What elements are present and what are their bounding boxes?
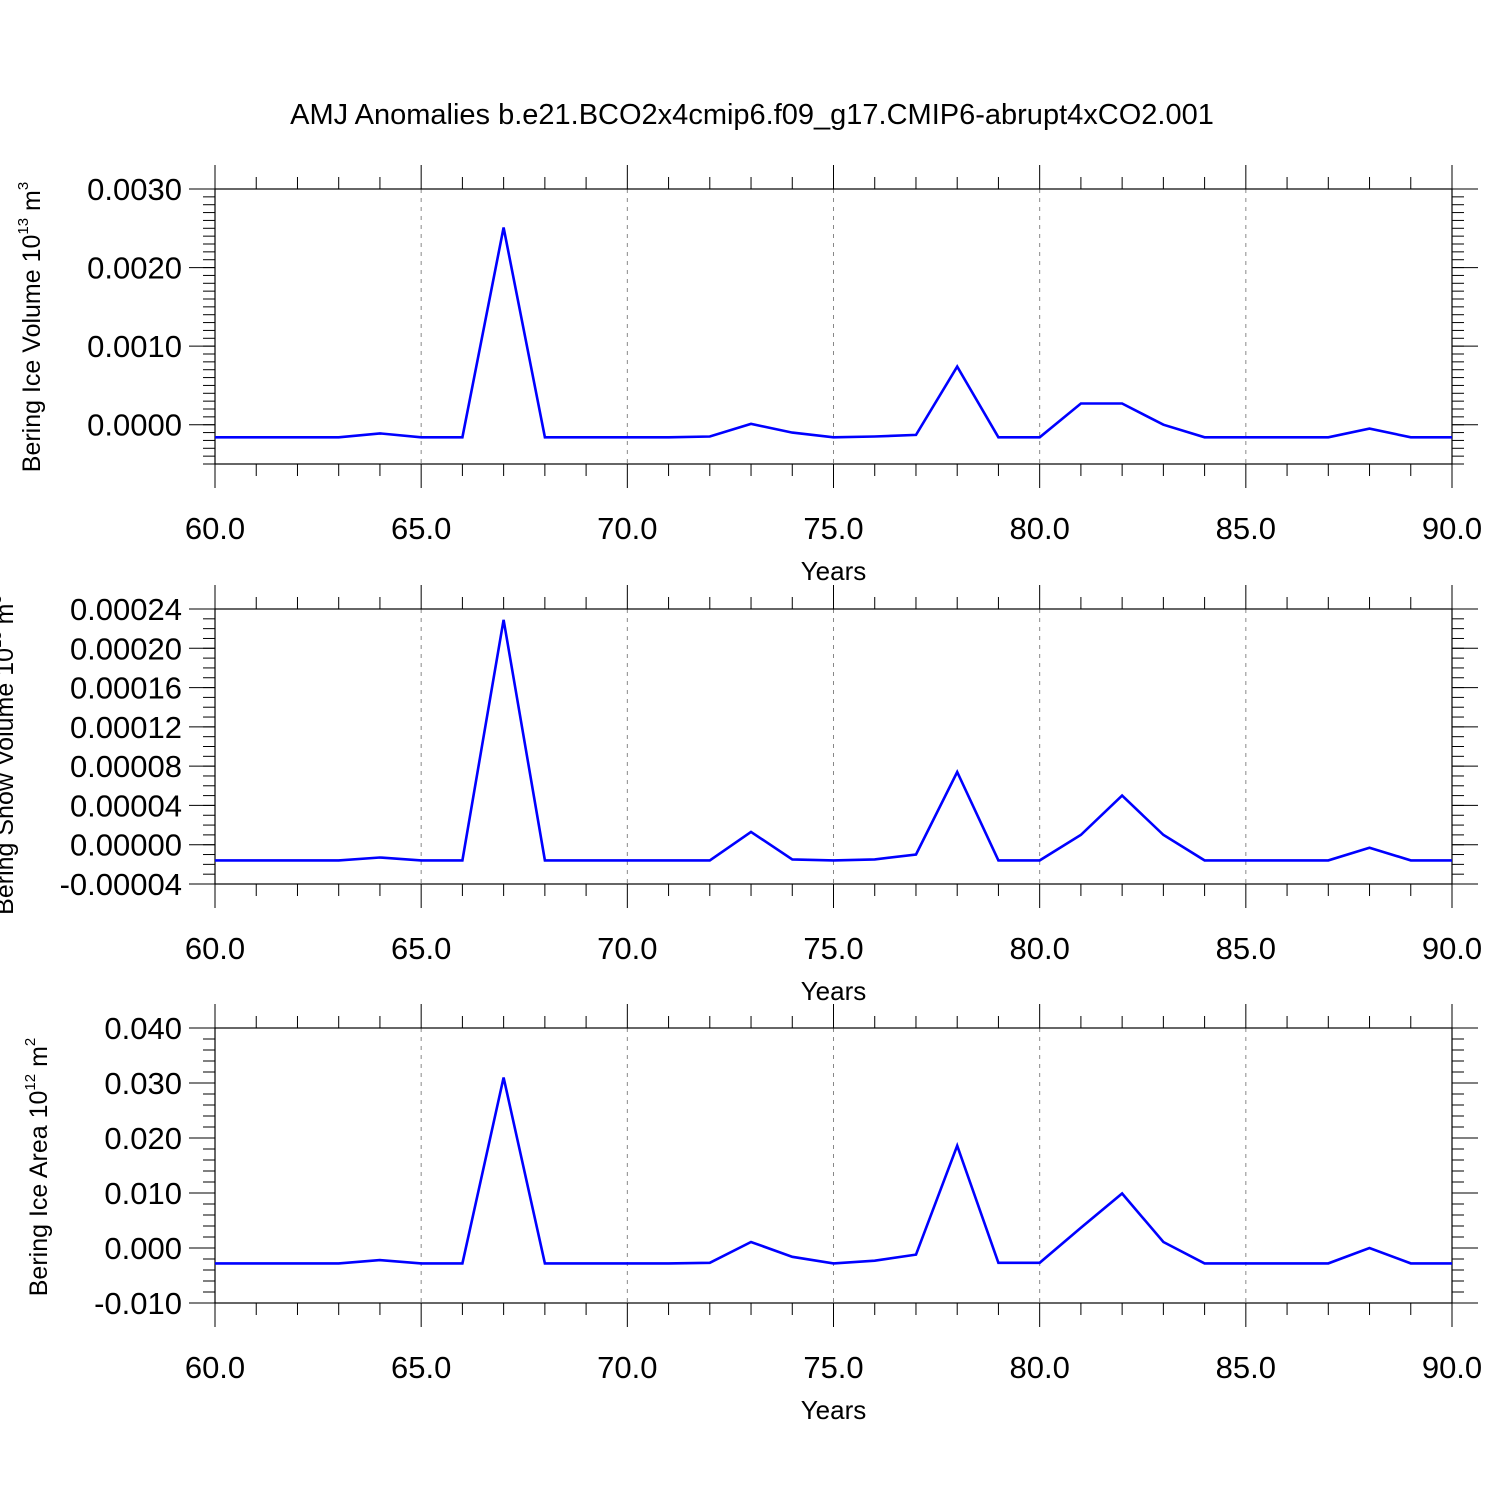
y-tick-label: 0.00000 xyxy=(70,828,182,863)
y-tick-label: 0.040 xyxy=(104,1011,182,1046)
y-axis-label: Bering Ice Volume 1013 m3 xyxy=(15,182,46,472)
y-tick-label: 0.00024 xyxy=(70,592,182,627)
x-tick-label: 65.0 xyxy=(391,931,451,966)
y-tick-label: 0.0020 xyxy=(87,251,182,286)
chart-panel-3: 60.0 65.0 70.0 75.0 80.0 85.0 90.0 Years -0.010 0… xyxy=(22,1004,1482,1425)
x-tick-label: 90.0 xyxy=(1422,1350,1482,1385)
x-tick-label: 75.0 xyxy=(803,1350,863,1385)
y-tick-label: 0.000 xyxy=(104,1231,182,1266)
y-tick-label: -0.010 xyxy=(94,1286,182,1321)
x-tick-label: 65.0 xyxy=(391,511,451,546)
x-tick-label: 70.0 xyxy=(597,511,657,546)
y-tick-label: 0.020 xyxy=(104,1121,182,1156)
y-axis-label: Bering Ice Area 1012 m2 xyxy=(22,1038,53,1297)
x-tick-label: 80.0 xyxy=(1009,511,1069,546)
x-tick-label: 75.0 xyxy=(803,931,863,966)
y-tick-label: 0.0010 xyxy=(87,329,182,364)
chart-panel-2: 60.0 65.0 70.0 75.0 80.0 85.0 90.0 Years -0.0000… xyxy=(0,585,1482,1006)
y-tick-label: 0.030 xyxy=(104,1066,182,1101)
x-tick-label: 85.0 xyxy=(1216,511,1276,546)
x-tick-label: 60.0 xyxy=(185,511,245,546)
x-tick-label: 70.0 xyxy=(597,1350,657,1385)
x-tick-label: 60.0 xyxy=(185,931,245,966)
y-tick-label: 0.00016 xyxy=(70,671,182,706)
y-tick-label: 0.0000 xyxy=(87,408,182,443)
x-tick-label: 70.0 xyxy=(597,931,657,966)
y-tick-label: 0.00012 xyxy=(70,710,182,745)
y-tick-label: 0.010 xyxy=(104,1176,182,1211)
x-tick-label: 80.0 xyxy=(1009,1350,1069,1385)
x-tick-label: 85.0 xyxy=(1216,931,1276,966)
y-tick-label: 0.00008 xyxy=(70,749,182,784)
x-tick-label: 65.0 xyxy=(391,1350,451,1385)
y-axis-label: Bering Snow Volume 1013 m3 xyxy=(0,595,19,915)
y-tick-label: 0.0030 xyxy=(87,172,182,207)
chart-title: AMJ Anomalies b.e21.BCO2x4cmip6.f09_g17.… xyxy=(290,99,1214,131)
x-tick-label: 90.0 xyxy=(1422,511,1482,546)
y-tick-label: 0.00004 xyxy=(70,788,182,823)
y-tick-label: -0.00004 xyxy=(60,867,182,902)
x-tick-label: 75.0 xyxy=(803,511,863,546)
x-axis-label: Years xyxy=(801,976,867,1006)
y-tick-label: 0.00020 xyxy=(70,631,182,666)
chart-panel-1: 60.0 65.0 70.0 75.0 80.0 85.0 90.0 Years 0.0000 0… xyxy=(15,165,1482,586)
x-tick-label: 80.0 xyxy=(1009,931,1069,966)
x-axis-label: Years xyxy=(801,1395,867,1425)
x-tick-label: 90.0 xyxy=(1422,931,1482,966)
x-tick-label: 85.0 xyxy=(1216,1350,1276,1385)
x-tick-label: 60.0 xyxy=(185,1350,245,1385)
x-axis-label: Years xyxy=(801,556,867,586)
